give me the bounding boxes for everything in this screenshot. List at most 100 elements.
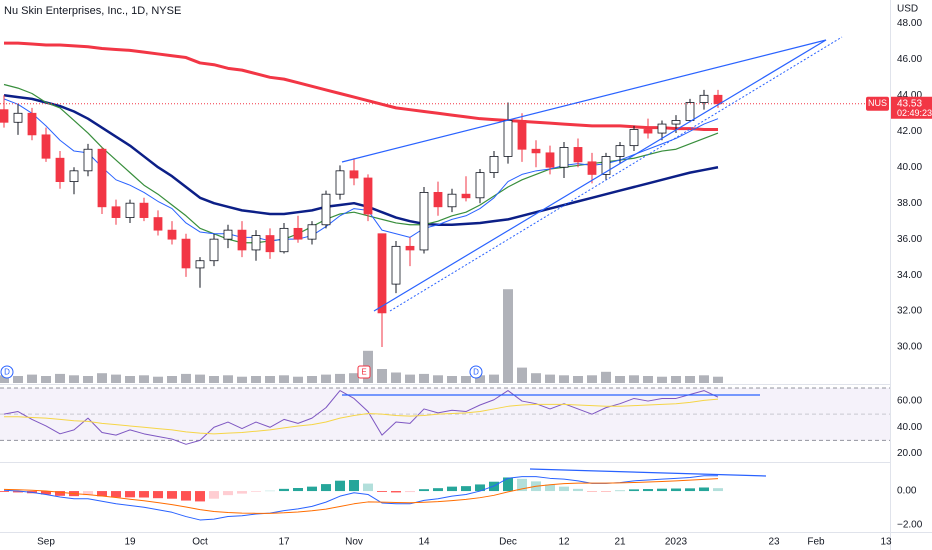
x-tick-label: 19 <box>124 537 136 548</box>
x-tick-label: 14 <box>418 537 430 548</box>
price-tag <box>891 96 932 119</box>
volume-bar <box>615 376 625 383</box>
chart-title: Nu Skin Enterprises, Inc., 1D, NYSE <box>4 5 181 17</box>
histogram-bar <box>139 491 149 498</box>
volume-bar <box>503 289 513 383</box>
x-tick-label: 23 <box>768 537 780 548</box>
volume-bar <box>419 373 429 383</box>
candle-body <box>587 161 597 175</box>
candle-body <box>125 202 135 218</box>
candle-body <box>377 233 387 314</box>
candle-body <box>629 129 639 147</box>
event-label: D <box>473 368 479 377</box>
trend-line <box>341 39 827 163</box>
histogram-bar <box>0 491 9 492</box>
histogram-bar <box>111 491 121 498</box>
candle-body <box>293 227 303 240</box>
volume-bar <box>55 373 65 383</box>
candle-body <box>167 229 177 240</box>
x-tick-label: 12 <box>558 537 570 548</box>
volume-bar <box>489 374 499 383</box>
histogram-bar <box>671 488 681 492</box>
volume-bar <box>713 376 723 383</box>
histogram-bar <box>475 484 485 492</box>
histogram-bar <box>41 491 51 495</box>
histogram-bar <box>405 491 415 493</box>
event-label: E <box>361 368 366 377</box>
volume-bar <box>405 374 415 383</box>
volume-bar <box>279 375 289 383</box>
histogram-bar <box>321 484 331 492</box>
volume-bar <box>531 373 541 383</box>
candle-body <box>111 206 121 218</box>
x-tick-label: 21 <box>614 537 626 548</box>
histogram-bar <box>363 483 373 492</box>
volume-bar <box>559 375 569 383</box>
candle-body <box>335 170 345 195</box>
volume-bar <box>139 375 149 383</box>
volume-bar <box>209 376 219 383</box>
drawings <box>341 36 843 477</box>
volume-bar <box>377 369 387 383</box>
candle-body <box>475 172 485 199</box>
volume-bar <box>699 375 709 383</box>
series-line <box>3 94 719 227</box>
volume-bar <box>629 375 639 383</box>
histogram-bar <box>237 491 247 494</box>
y-tick-label: 36.00 <box>897 234 922 245</box>
series-line <box>3 83 719 244</box>
candle-body <box>573 147 583 163</box>
candle-body <box>685 102 695 121</box>
volume-bar <box>293 376 303 383</box>
series-line <box>4 398 719 435</box>
x-tick-label: Oct <box>192 537 208 548</box>
y-tick-label: 38.00 <box>897 198 922 209</box>
candle-body <box>153 217 163 231</box>
volume-bar <box>307 376 317 383</box>
candle-body <box>489 156 499 174</box>
volume-bar <box>153 376 163 383</box>
candle-body <box>27 112 37 136</box>
volume-bar <box>195 374 205 383</box>
x-tick-label: Sep <box>37 537 55 548</box>
candle-body <box>209 238 219 262</box>
candle-body <box>237 229 247 251</box>
histogram-bar <box>293 488 303 492</box>
histogram-bar <box>335 480 345 492</box>
series-line <box>3 478 719 514</box>
histogram-bar <box>419 489 429 492</box>
series-line <box>3 98 719 242</box>
histogram-bar <box>153 491 163 499</box>
histogram-bar <box>307 486 317 492</box>
histogram-bar <box>377 491 387 492</box>
candle-body <box>279 227 289 253</box>
y-tick-label: 20.00 <box>897 448 922 459</box>
histogram-bar <box>181 491 191 501</box>
candle-body <box>615 145 625 157</box>
volume-bar <box>41 376 51 383</box>
trend-line <box>373 39 827 312</box>
volume-bar <box>181 373 191 383</box>
y-tick-label: 34.00 <box>897 270 922 281</box>
volume-bar <box>685 376 695 383</box>
volume-bar <box>349 373 359 383</box>
countdown-label: 02:49:23 <box>897 108 932 118</box>
y-tick-label: 42.00 <box>897 126 922 137</box>
candle-body <box>447 193 457 208</box>
volume-bar <box>461 376 471 383</box>
volume-bar <box>27 374 37 383</box>
y-tick-label: 48.00 <box>897 18 922 29</box>
candle-body <box>405 245 415 251</box>
histogram-bar <box>125 491 135 498</box>
volume-bar <box>69 375 79 383</box>
candle-body <box>307 224 317 240</box>
volume-bar <box>475 375 485 383</box>
candle-body <box>545 152 555 168</box>
candle-body <box>55 157 65 183</box>
histogram-bar <box>643 489 653 492</box>
plot-layer: Sep 19 Oct 17 Nov 14 Dec 12 21 2023 23 Feb 13 30.00 32… <box>0 18 932 548</box>
histogram-bar <box>573 488 583 492</box>
candle-body <box>139 202 149 218</box>
